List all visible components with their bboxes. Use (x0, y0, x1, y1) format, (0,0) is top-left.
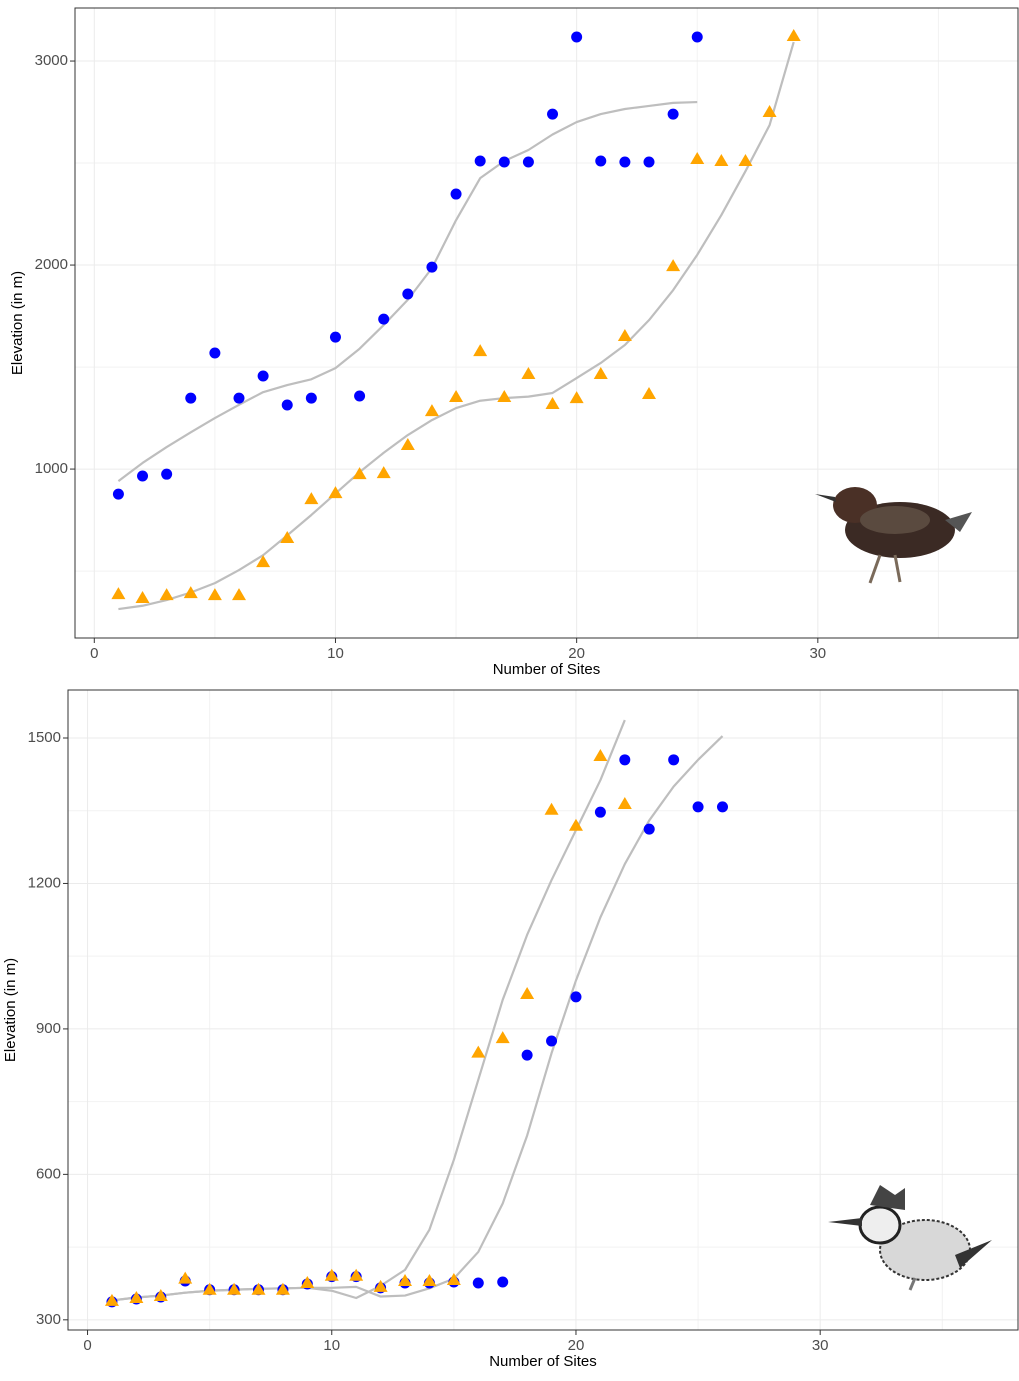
circle-point (258, 371, 269, 382)
x-tick-label: 0 (83, 1337, 91, 1354)
y-tick-label: 600 (36, 1165, 61, 1182)
triangle-point (398, 1274, 412, 1286)
y-tick-label: 1000 (35, 460, 68, 477)
circle-point (354, 391, 365, 402)
kingfisher-illustration (828, 1185, 992, 1290)
circle-point (282, 400, 293, 411)
x-tick-label: 10 (323, 1337, 340, 1354)
x-tick-label: 20 (568, 645, 585, 662)
triangle-point (618, 797, 632, 809)
x-axis-title: Number of Sites (489, 1353, 597, 1370)
circle-point (234, 393, 245, 404)
circle-point (571, 31, 582, 42)
triangle-point (521, 367, 535, 379)
triangle-point (473, 344, 487, 356)
y-tick-label: 1200 (28, 874, 61, 891)
circle-point (668, 754, 679, 765)
circle-point (668, 109, 679, 120)
circle-point (522, 1050, 533, 1061)
y-axis-title: Elevation (in m) (2, 958, 19, 1062)
smooth-line (112, 720, 625, 1300)
triangle-point (642, 387, 656, 399)
x-axis-title: Number of Sites (493, 661, 601, 678)
triangle-point (690, 152, 704, 164)
triangle-point (714, 154, 728, 166)
circle-point (209, 347, 220, 358)
chart: 0102030100020003000Number of SitesElevat… (0, 0, 1019, 1376)
smooth-line (112, 736, 723, 1300)
circle-point (426, 262, 437, 273)
circle-point (330, 332, 341, 343)
circle-point (619, 157, 630, 168)
triangle-point (232, 588, 246, 600)
circle-point (475, 156, 486, 167)
triangle-point (178, 1272, 192, 1284)
x-tick-label: 30 (812, 1337, 829, 1354)
y-tick-label: 900 (36, 1020, 61, 1037)
y-tick-label: 300 (36, 1311, 61, 1328)
circle-point (113, 489, 124, 500)
circle-point (693, 801, 704, 812)
triangle-point (594, 367, 608, 379)
circle-point (717, 801, 728, 812)
triangle-point (545, 803, 559, 815)
triangle-point (593, 749, 607, 761)
y-tick-label: 1500 (28, 729, 61, 746)
triangle-point (546, 397, 560, 409)
triangle-point (425, 404, 439, 416)
circle-point (547, 109, 558, 120)
x-tick-label: 10 (327, 645, 344, 662)
triangle-point (496, 1031, 510, 1043)
triangle-point (377, 466, 391, 478)
triangle-point (497, 390, 511, 402)
x-tick-label: 0 (90, 645, 98, 662)
triangle-point (160, 588, 174, 600)
triangle-point (111, 587, 125, 599)
circle-point (546, 1036, 557, 1047)
triangle-point (208, 588, 222, 600)
triangle-point (280, 531, 294, 543)
circle-point (306, 393, 317, 404)
circle-point (137, 471, 148, 482)
circle-point (451, 189, 462, 200)
circle-point (161, 469, 172, 480)
triangle-point (618, 329, 632, 341)
y-tick-label: 2000 (35, 256, 68, 273)
x-tick-label: 20 (568, 1337, 585, 1354)
circle-point (497, 1277, 508, 1288)
triangle-point (422, 1274, 436, 1286)
x-tick-label: 30 (809, 645, 826, 662)
circle-point (499, 157, 510, 168)
triangle-point (471, 1046, 485, 1058)
triangle-point (787, 29, 801, 41)
circle-point (692, 31, 703, 42)
y-axis-title: Elevation (in m) (9, 271, 26, 375)
circle-point (644, 824, 655, 835)
triangle-point (449, 390, 463, 402)
triangle-point (570, 391, 584, 403)
circle-point (595, 156, 606, 167)
circle-point (595, 807, 606, 818)
triangle-point (184, 586, 198, 598)
triangle-point (304, 492, 318, 504)
triangle-point (136, 591, 150, 603)
circle-point (644, 157, 655, 168)
circle-point (185, 393, 196, 404)
circle-point (619, 754, 630, 765)
dipper-illustration (815, 487, 972, 583)
circle-point (402, 289, 413, 300)
y-tick-label: 3000 (35, 52, 68, 69)
circle-point (473, 1277, 484, 1288)
circle-point (378, 314, 389, 325)
circle-point (570, 991, 581, 1002)
triangle-point (520, 987, 534, 999)
circle-point (523, 157, 534, 168)
